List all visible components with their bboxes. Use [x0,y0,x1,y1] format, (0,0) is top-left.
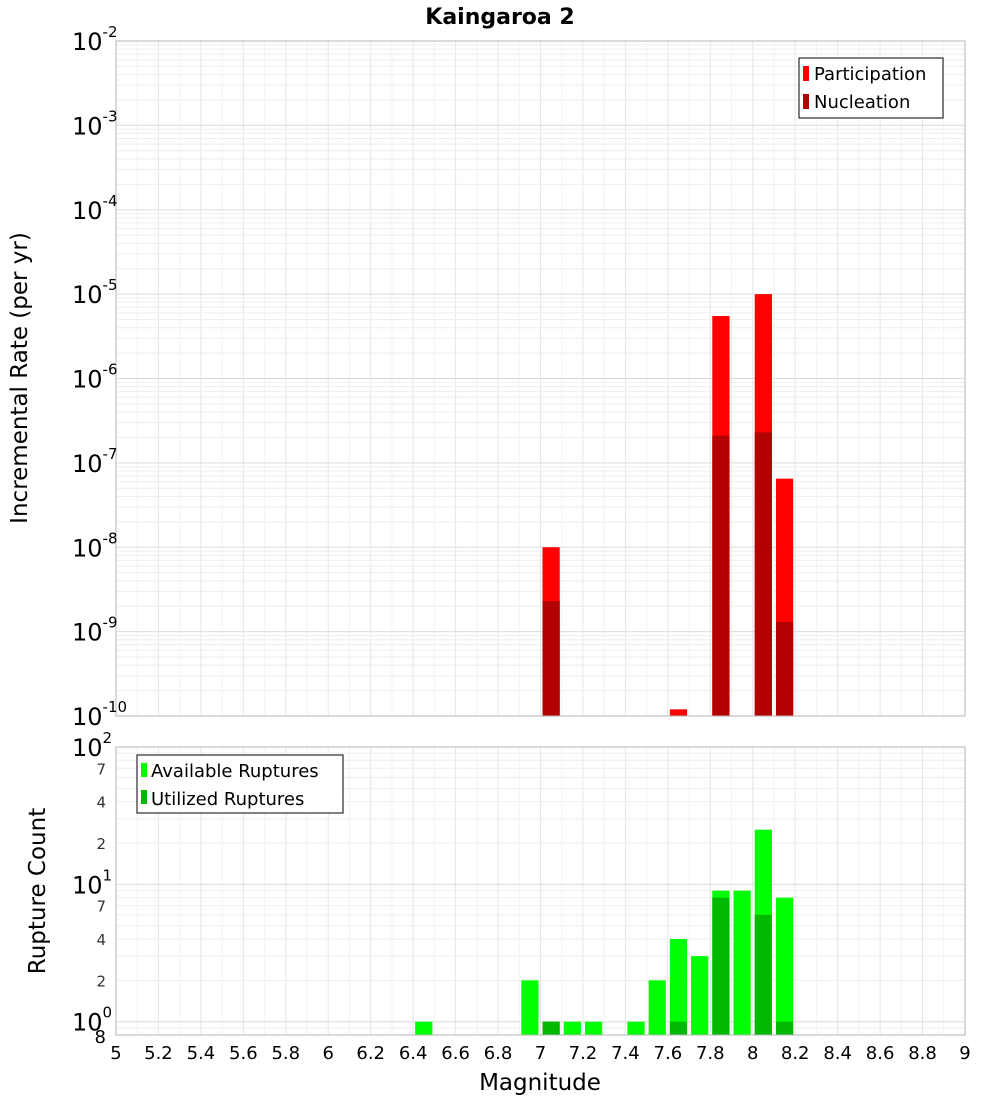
bottom-bar-available-ruptures [669,939,688,1035]
bottom-y-minor-tick-label: 4 [96,794,106,812]
x-tick-label: 5.4 [187,1043,216,1064]
legend-swatch-utilized [141,790,147,804]
x-tick-label: 5 [110,1043,121,1064]
legend-label-nucleation: Nucleation [814,92,910,113]
bottom-bar-available-ruptures [648,980,666,1035]
bottom-bar-utilized-ruptures [669,1021,688,1035]
x-tick-label: 7.8 [696,1043,725,1064]
bottom-y-minor-tick-label: 4 [96,931,106,949]
top-y-tick-label: 10-4 [72,192,118,225]
bottom-legend: Available Ruptures Utilized Ruptures [136,754,344,814]
bottom-bar-utilized-ruptures [775,1021,794,1035]
legend-label-available: Available Ruptures [151,761,319,782]
bottom-legend-box [136,754,344,814]
bottom-bar-available-ruptures [775,897,794,1035]
x-tick-label: 5.6 [229,1043,258,1064]
bottom-bar-utilized-ruptures [712,897,730,1035]
bottom-panel: 100 101 102 8 2 4 7 2 4 7 5 5.2 5.4 5.6 5.8 6 6.2 6.4 6.6… [25,729,971,1096]
x-tick-label: 8 [747,1043,758,1064]
top-bar-participation [669,709,688,716]
legend-swatch-nucleation [803,94,809,109]
top-plot-frame [115,40,966,717]
bottom-y-minor-tick-label: 8 [95,1027,106,1048]
bottom-bar-available-ruptures [691,956,709,1035]
x-tick-label: 6.2 [356,1043,385,1064]
top-legend-box [798,57,944,119]
top-bar-nucleation [542,601,560,716]
bottom-bar-available-ruptures [563,1021,581,1035]
top-y-tick-label: 10-3 [72,107,118,140]
top-y-tick-label: 10-8 [72,529,118,562]
x-tick-label: 7.4 [611,1043,640,1064]
bottom-bar-available-ruptures [584,1021,603,1035]
bottom-bar-available-ruptures [521,980,539,1035]
bottom-y-axis-title: Rupture Count [25,808,51,974]
bottom-plot-frame [115,746,966,1036]
x-tick-label: 7 [535,1043,546,1064]
x-tick-label: 5.2 [144,1043,173,1064]
top-legend: Participation Nucleation [798,57,944,119]
top-panel: 10-10 10-9 10-8 10-7 10-6 10-5 10-4 10-3 10-2 In… [7,23,966,731]
bottom-y-major-tick-label: 100 [72,1004,112,1037]
x-tick-labels: 5 5.2 5.4 5.6 5.8 6 6.2 6.4 6.6 6.8 7 7.2 7.4 7.6 7.8 8… [110,1043,970,1064]
top-bar-nucleation [775,622,794,716]
top-y-axis-title: Incremental Rate (per yr) [7,232,33,524]
bottom-grid [115,746,966,1036]
x-tick-label: 8.4 [823,1043,852,1064]
top-y-tick-label: 10-7 [72,445,118,478]
bottom-y-minor-tick-label: 7 [96,760,106,778]
x-tick-label: 7.6 [654,1043,683,1064]
x-axis-title: Magnitude [479,1070,601,1096]
bottom-y-major-tick-label: 101 [72,866,112,899]
x-tick-label: 8.8 [908,1043,937,1064]
chart-title: Kaingaroa 2 [425,5,574,30]
x-tick-label: 6.4 [399,1043,428,1064]
bottom-y-tick-labels: 100 101 102 8 2 4 7 2 4 7 [72,729,112,1048]
x-tick-label: 5.8 [271,1043,300,1064]
top-grid [115,40,966,717]
top-y-tick-label: 10-5 [72,276,118,309]
legend-swatch-available [141,763,147,777]
legend-swatch-participation [803,66,809,81]
bottom-bar-available-ruptures [627,1021,645,1035]
bottom-bar-utilized-ruptures [754,914,772,1035]
bottom-y-minor-tick-label: 2 [96,972,106,990]
x-tick-label: 6.6 [441,1043,470,1064]
bottom-y-major-tick-label: 102 [72,729,112,762]
x-tick-label: 9 [959,1043,970,1064]
x-tick-label: 7.2 [569,1043,598,1064]
top-bars [542,294,794,716]
top-y-tick-label: 10-9 [72,614,118,647]
top-y-tick-label: 10-6 [72,361,118,394]
bottom-bars [415,829,794,1035]
legend-label-participation: Participation [814,64,926,85]
bottom-bar-utilized-ruptures [542,1021,560,1035]
x-tick-label: 6 [323,1043,334,1064]
top-y-tick-labels: 10-10 10-9 10-8 10-7 10-6 10-5 10-4 10-3 10-2 [72,23,127,731]
bottom-bar-available-ruptures [415,1021,433,1035]
legend-label-utilized: Utilized Ruptures [151,789,304,810]
top-y-tick-label: 10-10 [72,698,127,731]
bottom-y-minor-tick-label: 2 [96,835,106,853]
x-tick-label: 8.6 [866,1043,895,1064]
x-tick-label: 6.8 [484,1043,513,1064]
top-bar-nucleation [754,432,772,716]
x-tick-label: 8.2 [781,1043,810,1064]
top-y-tick-label: 10-2 [72,23,118,56]
top-bar-nucleation [712,435,730,716]
bottom-y-minor-tick-label: 7 [96,898,106,916]
bottom-bar-available-ruptures [733,890,751,1035]
